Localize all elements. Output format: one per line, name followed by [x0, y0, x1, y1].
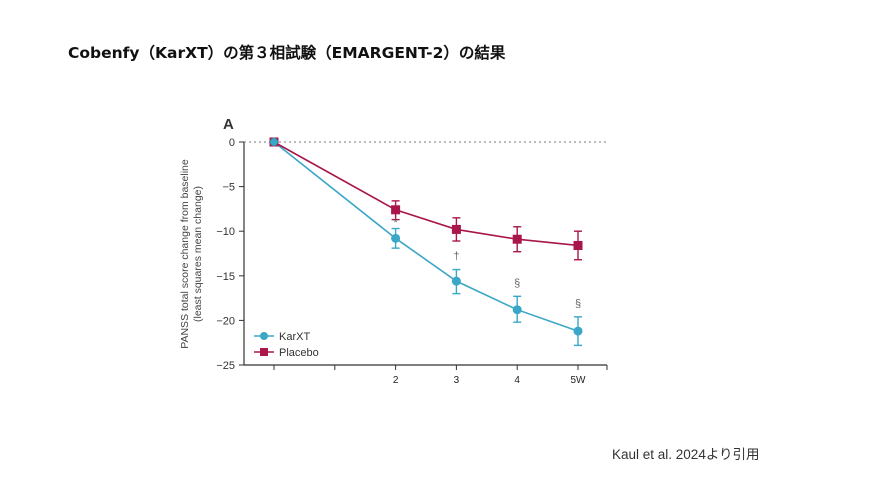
data-point-karxt: [451, 276, 461, 286]
data-point-placebo: [391, 205, 401, 215]
significance-marker: †: [453, 251, 459, 263]
legend-label-placebo: Placebo: [279, 347, 319, 359]
x-tick-label: 2: [393, 375, 399, 386]
series-layer: [269, 137, 583, 347]
series-line-placebo: [273, 141, 579, 247]
data-point-placebo: [512, 234, 522, 244]
legend-marker-placebo: [260, 348, 268, 356]
y-axis-label-line-1: PANSS total score change from baseline: [179, 159, 191, 349]
y-tick-label: −10: [216, 226, 235, 238]
legend: KarXT Placebo: [254, 331, 319, 359]
y-tick-label: −25: [216, 360, 235, 372]
legend-marker-karxt: [260, 332, 268, 340]
data-point-karxt: [512, 305, 522, 315]
series-karxt: [273, 141, 583, 347]
slide-title: Cobenfy（KarXT）の第３相試験（EMARGENT-2）の結果: [68, 44, 506, 62]
data-point-karxt: [391, 233, 401, 243]
citation-text: Kaul et al. 2024より引用: [612, 447, 760, 462]
annotation-layer: * † § §: [393, 217, 581, 310]
y-tick-label: −20: [216, 315, 235, 327]
x-tick-label: 3: [454, 375, 460, 386]
legend-label-karxt: KarXT: [279, 331, 310, 343]
panel-label: A: [223, 116, 234, 133]
y-axis-label-line-2: (least squares mean change): [192, 186, 204, 322]
axes: 0 −5 −10 −15 −20 −25 2 3 4 5W: [216, 137, 608, 386]
significance-marker: *: [393, 217, 398, 229]
y-tick-label: −15: [216, 271, 235, 283]
data-point-placebo: [451, 224, 461, 234]
y-tick-label: −5: [222, 182, 235, 194]
significance-marker: §: [575, 298, 581, 310]
x-tick-label: 4: [514, 375, 520, 386]
y-tick-label: 0: [229, 137, 235, 149]
data-point-karxt: [269, 137, 279, 147]
data-point-placebo: [573, 240, 583, 250]
y-axis-label-group: PANSS total score change from baseline (…: [179, 159, 204, 349]
series-placebo: [273, 141, 583, 261]
data-point-karxt: [573, 326, 583, 336]
series-line-karxt: [273, 141, 579, 332]
x-tick-label: 5W: [571, 375, 587, 386]
significance-marker: §: [514, 278, 520, 290]
